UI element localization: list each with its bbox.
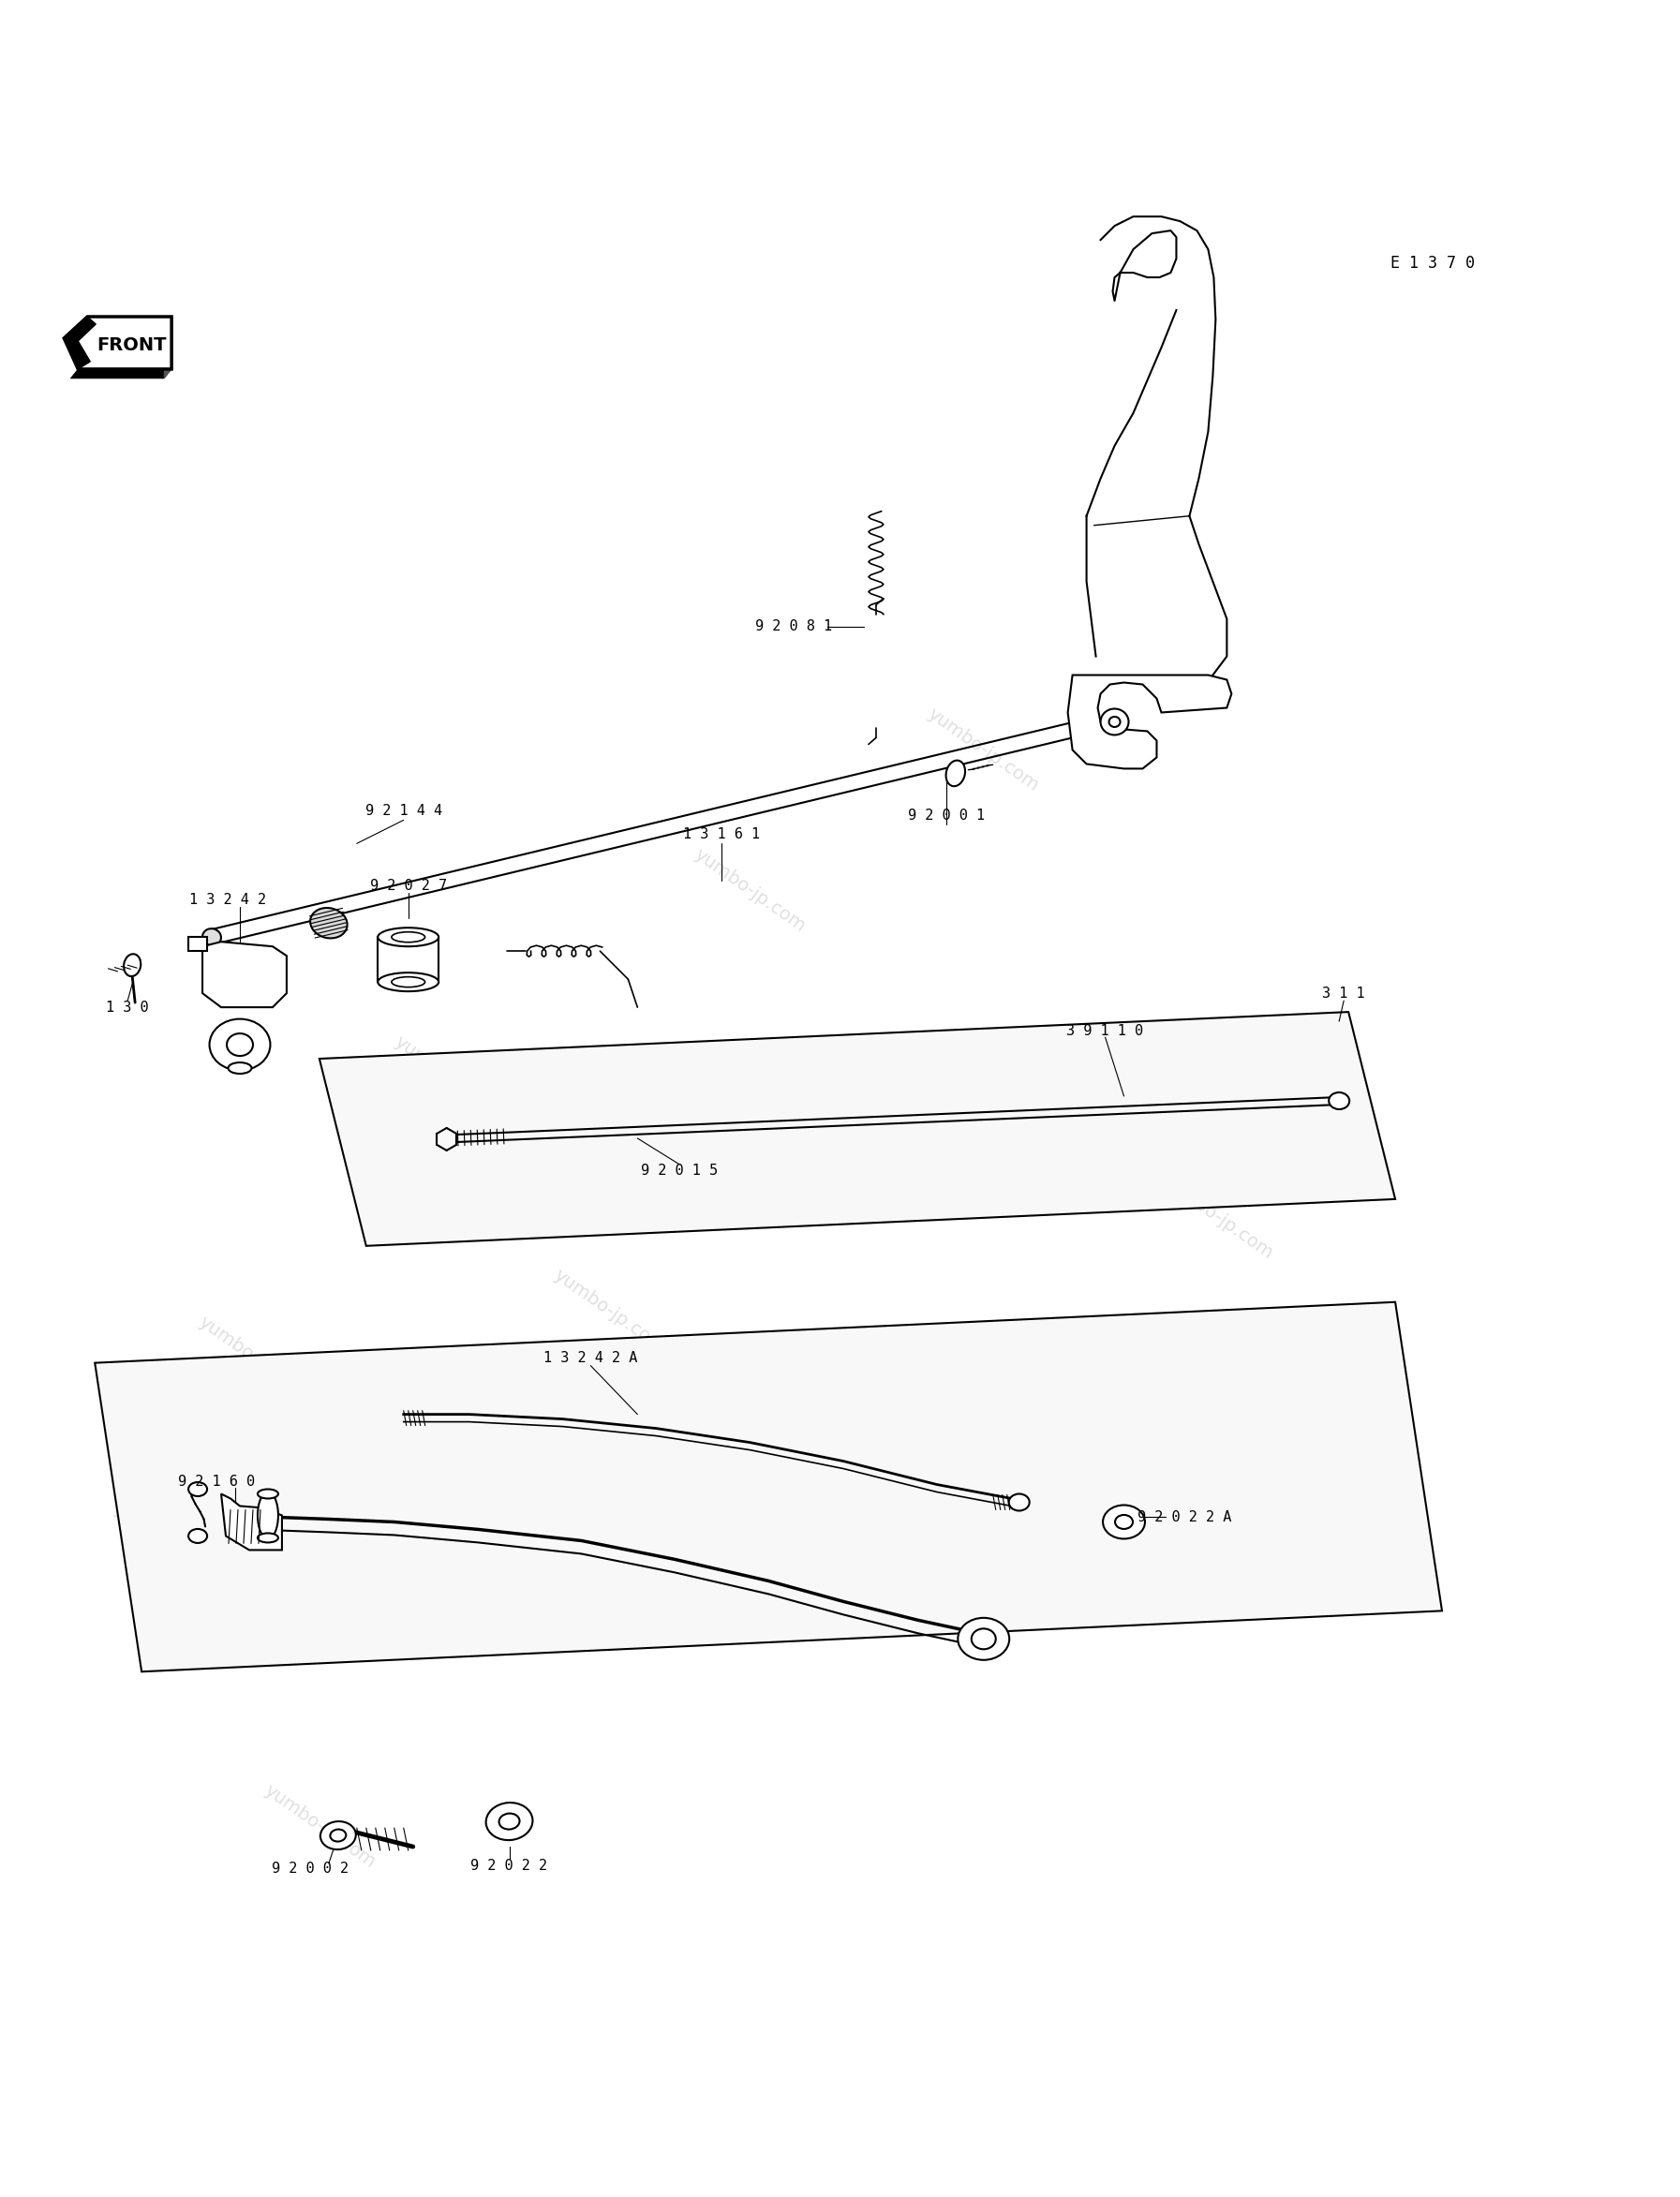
Text: E 1 3 7 0: E 1 3 7 0: [1391, 255, 1475, 272]
Text: 9 2 0 2 7: 9 2 0 2 7: [370, 879, 447, 892]
Text: yumbo-jp.com: yumbo-jp.com: [1159, 1173, 1277, 1263]
Polygon shape: [165, 316, 171, 378]
Ellipse shape: [210, 1019, 270, 1070]
Text: 1 3 2 4 2 A: 1 3 2 4 2 A: [544, 1351, 638, 1364]
Ellipse shape: [1010, 1494, 1030, 1512]
Text: 1 3 1 6 1: 1 3 1 6 1: [684, 826, 759, 841]
Ellipse shape: [331, 1830, 346, 1841]
Ellipse shape: [1100, 710, 1129, 736]
Ellipse shape: [188, 1483, 207, 1496]
Ellipse shape: [958, 1617, 1010, 1661]
Ellipse shape: [391, 932, 425, 943]
Polygon shape: [319, 1013, 1394, 1246]
Text: 3 9 1 1 0: 3 9 1 1 0: [1067, 1024, 1144, 1037]
Ellipse shape: [227, 1033, 254, 1057]
Ellipse shape: [311, 907, 348, 938]
Text: 1 3 2 4 2: 1 3 2 4 2: [190, 892, 265, 907]
Text: yumbo-jp.com: yumbo-jp.com: [924, 705, 1043, 795]
Ellipse shape: [486, 1802, 533, 1841]
Ellipse shape: [228, 1063, 252, 1074]
Polygon shape: [94, 1303, 1441, 1672]
Text: 9 2 1 6 0: 9 2 1 6 0: [178, 1474, 255, 1490]
Ellipse shape: [203, 929, 222, 945]
Ellipse shape: [257, 1534, 279, 1542]
Ellipse shape: [391, 978, 425, 986]
Text: yumbo-jp.com: yumbo-jp.com: [391, 1033, 509, 1123]
Ellipse shape: [1109, 716, 1121, 727]
Text: 3 1 1: 3 1 1: [1322, 986, 1366, 1000]
Text: yumbo-jp.com: yumbo-jp.com: [195, 1314, 312, 1404]
Text: FRONT: FRONT: [96, 336, 166, 354]
Text: 9 2 0 0 1: 9 2 0 0 1: [907, 808, 984, 822]
Text: 9 2 0 8 1: 9 2 0 8 1: [756, 620, 832, 633]
Polygon shape: [222, 1494, 282, 1551]
Ellipse shape: [946, 760, 964, 787]
Text: 9 2 0 1 5: 9 2 0 1 5: [642, 1164, 717, 1178]
Polygon shape: [202, 943, 287, 1006]
Text: yumbo-jp.com: yumbo-jp.com: [260, 1782, 378, 1872]
Ellipse shape: [257, 1492, 279, 1538]
Ellipse shape: [124, 953, 141, 975]
Text: 9 2 0 0 2: 9 2 0 0 2: [272, 1861, 348, 1876]
Ellipse shape: [378, 927, 438, 947]
Ellipse shape: [499, 1813, 519, 1830]
Text: 1 3 0: 1 3 0: [106, 1000, 150, 1015]
Ellipse shape: [321, 1821, 356, 1850]
Ellipse shape: [188, 1529, 207, 1542]
Polygon shape: [378, 938, 438, 982]
Ellipse shape: [971, 1628, 996, 1650]
Polygon shape: [71, 369, 171, 378]
Text: 9 2 0 2 2 A: 9 2 0 2 2 A: [1137, 1509, 1231, 1525]
Text: 9 2 0 2 2: 9 2 0 2 2: [470, 1859, 548, 1872]
Ellipse shape: [257, 1490, 279, 1498]
Polygon shape: [64, 316, 96, 369]
Text: yumbo-jp.com: yumbo-jp.com: [690, 846, 808, 936]
Ellipse shape: [1102, 1505, 1146, 1538]
Text: yumbo-jp.com: yumbo-jp.com: [551, 1265, 669, 1356]
Ellipse shape: [378, 973, 438, 991]
Polygon shape: [1068, 674, 1231, 769]
Text: yumbo-jp.com: yumbo-jp.com: [111, 1501, 228, 1591]
Text: 9 2 1 4 4: 9 2 1 4 4: [365, 804, 442, 817]
Polygon shape: [188, 938, 207, 951]
Ellipse shape: [1329, 1092, 1349, 1109]
Polygon shape: [64, 316, 171, 369]
Text: yumbo-jp.com: yumbo-jp.com: [785, 1547, 902, 1637]
Ellipse shape: [1116, 1516, 1132, 1529]
